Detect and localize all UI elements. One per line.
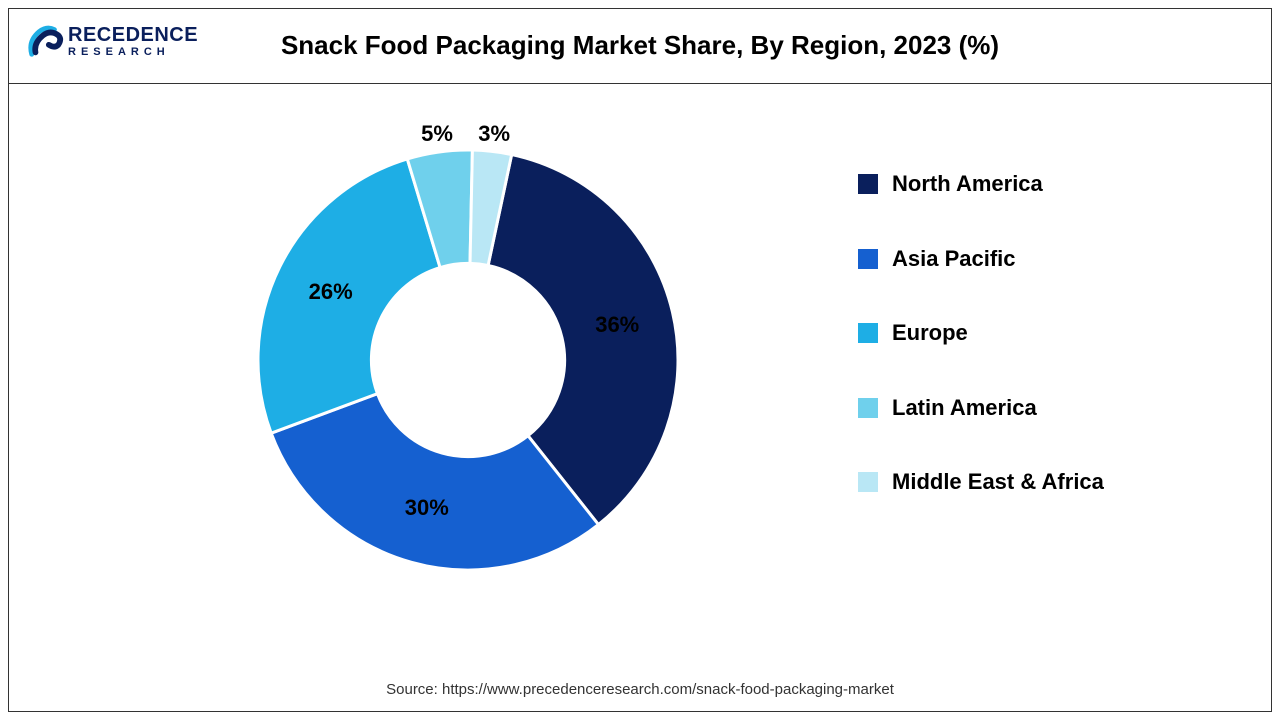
legend-item: Asia Pacific xyxy=(858,245,1104,274)
legend-item: Latin America xyxy=(858,394,1104,423)
legend-item: North America xyxy=(858,170,1104,199)
logo-sub-text: RESEARCH xyxy=(68,47,198,58)
slice-label: 36% xyxy=(595,312,639,338)
legend-swatch xyxy=(858,472,878,492)
legend-label: Europe xyxy=(892,319,968,348)
chart-area: 36% 30% 26% 5% 3% North America Asia Pacific E… xyxy=(8,110,1272,660)
legend-swatch xyxy=(858,249,878,269)
legend-swatch xyxy=(858,174,878,194)
source-text: Source: https://www.precedenceresearch.c… xyxy=(0,681,1280,698)
legend-item: Middle East & Africa xyxy=(858,468,1104,497)
logo: RECEDENCE RESEARCH xyxy=(26,22,198,60)
legend-label: Asia Pacific xyxy=(892,245,1016,274)
header: RECEDENCE RESEARCH Snack Food Packaging … xyxy=(8,8,1272,84)
donut-chart: 36%30%26%5%3% xyxy=(248,140,688,580)
legend-label: Latin America xyxy=(892,394,1037,423)
logo-main-text: RECEDENCE xyxy=(68,25,198,45)
slice-label: 5% xyxy=(421,121,453,147)
legend-item: Europe xyxy=(858,319,1104,348)
logo-text: RECEDENCE RESEARCH xyxy=(68,25,198,58)
logo-icon xyxy=(26,22,64,60)
slice-label: 26% xyxy=(309,279,353,305)
legend-swatch xyxy=(858,398,878,418)
legend: North America Asia Pacific Europe Latin Ame… xyxy=(858,170,1104,497)
slice-label: 30% xyxy=(405,495,449,521)
slice-label: 3% xyxy=(478,121,510,147)
legend-label: North America xyxy=(892,170,1043,199)
legend-swatch xyxy=(858,323,878,343)
legend-label: Middle East & Africa xyxy=(892,468,1104,497)
